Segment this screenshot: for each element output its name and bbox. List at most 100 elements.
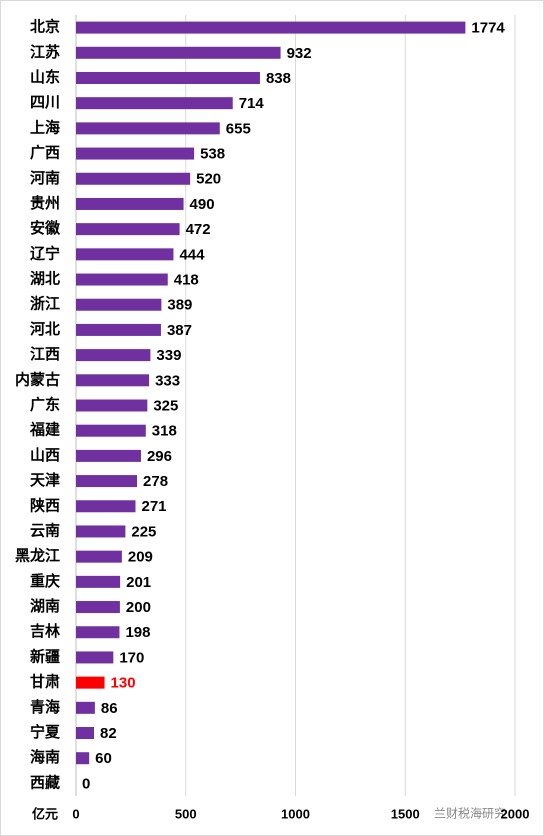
value-label: 1774 xyxy=(471,20,505,37)
value-label: 296 xyxy=(147,448,172,465)
value-label: 209 xyxy=(128,549,153,566)
bar xyxy=(76,46,281,59)
value-label: 472 xyxy=(186,221,211,238)
y-tick-label: 云南 xyxy=(30,521,60,539)
bar xyxy=(76,323,161,336)
unit-label: 亿元 xyxy=(32,806,58,821)
bar xyxy=(76,374,150,387)
y-tick-label: 安徽 xyxy=(30,219,61,237)
value-label: 271 xyxy=(141,498,166,515)
y-tick-label: 江苏 xyxy=(30,43,60,61)
bar xyxy=(76,298,162,311)
value-label: 60 xyxy=(95,750,112,767)
bar xyxy=(76,21,466,34)
watermark: 兰财税海研究 xyxy=(434,806,506,821)
bar xyxy=(76,601,120,614)
y-tick-label: 西藏 xyxy=(30,773,60,791)
value-label: 201 xyxy=(126,574,151,591)
value-label: 339 xyxy=(156,347,181,364)
bar xyxy=(76,475,138,488)
bar xyxy=(76,424,146,437)
y-tick-label: 天津 xyxy=(30,471,60,489)
value-label: 318 xyxy=(152,423,177,440)
value-label: 538 xyxy=(200,146,225,163)
bar xyxy=(76,575,121,588)
y-tick-label: 陕西 xyxy=(30,496,60,514)
value-label: 225 xyxy=(131,523,156,540)
x-tick-label: 1000 xyxy=(281,806,310,821)
y-tick-label: 辽宁 xyxy=(30,244,60,262)
value-label: 0 xyxy=(82,775,90,792)
value-label: 389 xyxy=(167,297,192,314)
y-tick-label: 贵州 xyxy=(30,194,60,212)
y-tick-label: 河南 xyxy=(30,169,60,187)
value-label: 198 xyxy=(125,624,150,641)
bar xyxy=(76,122,220,135)
value-label: 130 xyxy=(111,675,136,692)
value-label: 278 xyxy=(143,473,168,490)
bar xyxy=(76,349,151,362)
bar xyxy=(76,223,180,236)
x-tick-label: 2000 xyxy=(501,806,530,821)
bar xyxy=(76,97,233,110)
value-label: 490 xyxy=(190,196,215,213)
bar xyxy=(76,500,136,513)
value-label: 838 xyxy=(266,70,291,87)
value-label: 714 xyxy=(239,95,265,112)
y-tick-label: 山东 xyxy=(30,68,60,86)
y-tick-label: 北京 xyxy=(30,18,60,36)
value-label: 444 xyxy=(179,246,205,263)
value-label: 170 xyxy=(119,649,144,666)
y-tick-label: 宁夏 xyxy=(30,723,61,741)
bar xyxy=(76,147,195,160)
value-label: 325 xyxy=(153,397,178,414)
bar xyxy=(76,248,174,261)
x-tick-label: 1500 xyxy=(391,806,420,821)
value-label: 333 xyxy=(155,372,180,389)
y-tick-label: 湖南 xyxy=(30,597,60,615)
y-tick-label: 青海 xyxy=(30,698,60,716)
y-tick-label: 海南 xyxy=(30,748,60,766)
bar xyxy=(76,399,148,412)
value-label: 418 xyxy=(174,272,199,289)
x-tick-label: 0 xyxy=(72,806,79,821)
y-tick-label: 吉林 xyxy=(30,622,61,640)
bar xyxy=(76,626,120,639)
bar xyxy=(76,550,122,563)
y-tick-label: 河北 xyxy=(30,320,60,338)
value-label: 387 xyxy=(167,322,192,339)
bar xyxy=(76,651,114,664)
bar xyxy=(76,172,191,185)
y-tick-label: 福建 xyxy=(29,421,61,439)
y-tick-label: 广西 xyxy=(30,144,60,162)
y-tick-label: 山西 xyxy=(30,446,60,464)
bar xyxy=(76,701,95,714)
x-tick-label: 500 xyxy=(175,806,197,821)
bar xyxy=(76,727,94,740)
y-tick-label: 浙江 xyxy=(30,295,60,313)
y-tick-label: 广东 xyxy=(30,396,60,414)
bar xyxy=(76,525,126,538)
value-label: 200 xyxy=(126,599,151,616)
bar xyxy=(76,752,90,765)
bar xyxy=(76,449,141,462)
y-tick-label: 重庆 xyxy=(30,572,60,590)
bar xyxy=(76,676,105,689)
y-tick-label: 四川 xyxy=(30,93,60,111)
y-tick-label: 内蒙古 xyxy=(15,370,60,388)
bar xyxy=(76,273,168,286)
y-tick-label: 新疆 xyxy=(30,647,60,665)
bar xyxy=(76,197,184,210)
value-label: 932 xyxy=(287,45,312,62)
value-label: 655 xyxy=(226,120,251,137)
value-label: 520 xyxy=(196,171,221,188)
y-tick-label: 上海 xyxy=(30,118,60,136)
y-tick-label: 江西 xyxy=(30,345,60,363)
y-tick-label: 黑龙江 xyxy=(15,547,60,565)
y-tick-label: 湖北 xyxy=(30,270,60,288)
y-tick-label: 甘肃 xyxy=(30,673,60,691)
value-label: 86 xyxy=(101,700,118,717)
bar xyxy=(76,71,260,84)
